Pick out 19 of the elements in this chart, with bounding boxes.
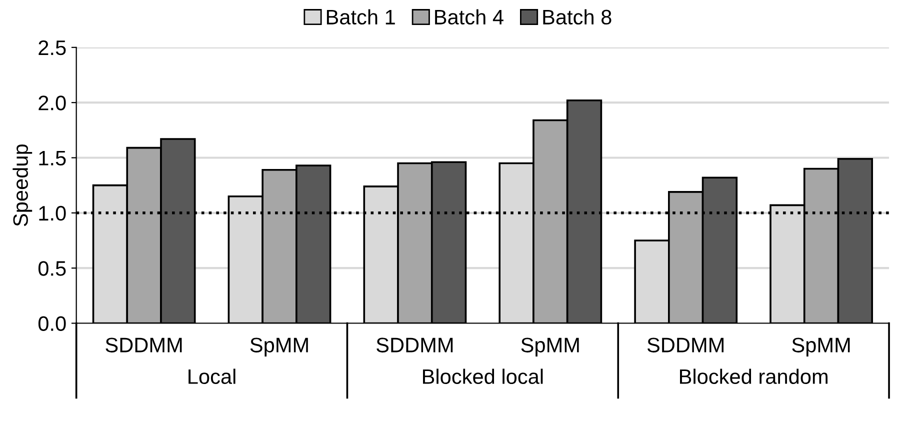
legend-label: Batch 4: [435, 9, 504, 25]
y-tick-label: 0.5: [38, 261, 66, 276]
text: Blocked local: [423, 368, 543, 384]
legend-label: Batch 8: [543, 9, 612, 25]
text: Blocked random: [680, 368, 828, 384]
y-tick-label: 1.0: [39, 206, 66, 221]
y-axis-title: Speedup: [12, 144, 32, 226]
y-tick-label: 1.5: [39, 150, 66, 166]
y-tick-label: 2.5: [38, 40, 66, 56]
text: Local: [188, 368, 236, 384]
y-tick-label: 0.0: [38, 316, 66, 332]
x-tick-label: SpMM: [250, 338, 308, 357]
y-tick-label: 2.0: [38, 96, 66, 110]
x-tick-label: SpMM: [521, 338, 579, 357]
x-tick-label: SpMM: [792, 338, 850, 357]
x-tick-label: SDDMM: [647, 338, 724, 352]
legend-label: Batch 1: [326, 9, 395, 25]
x-tick-label: SDDMM: [376, 338, 453, 352]
x-tick-label: SDDMM: [106, 338, 182, 352]
